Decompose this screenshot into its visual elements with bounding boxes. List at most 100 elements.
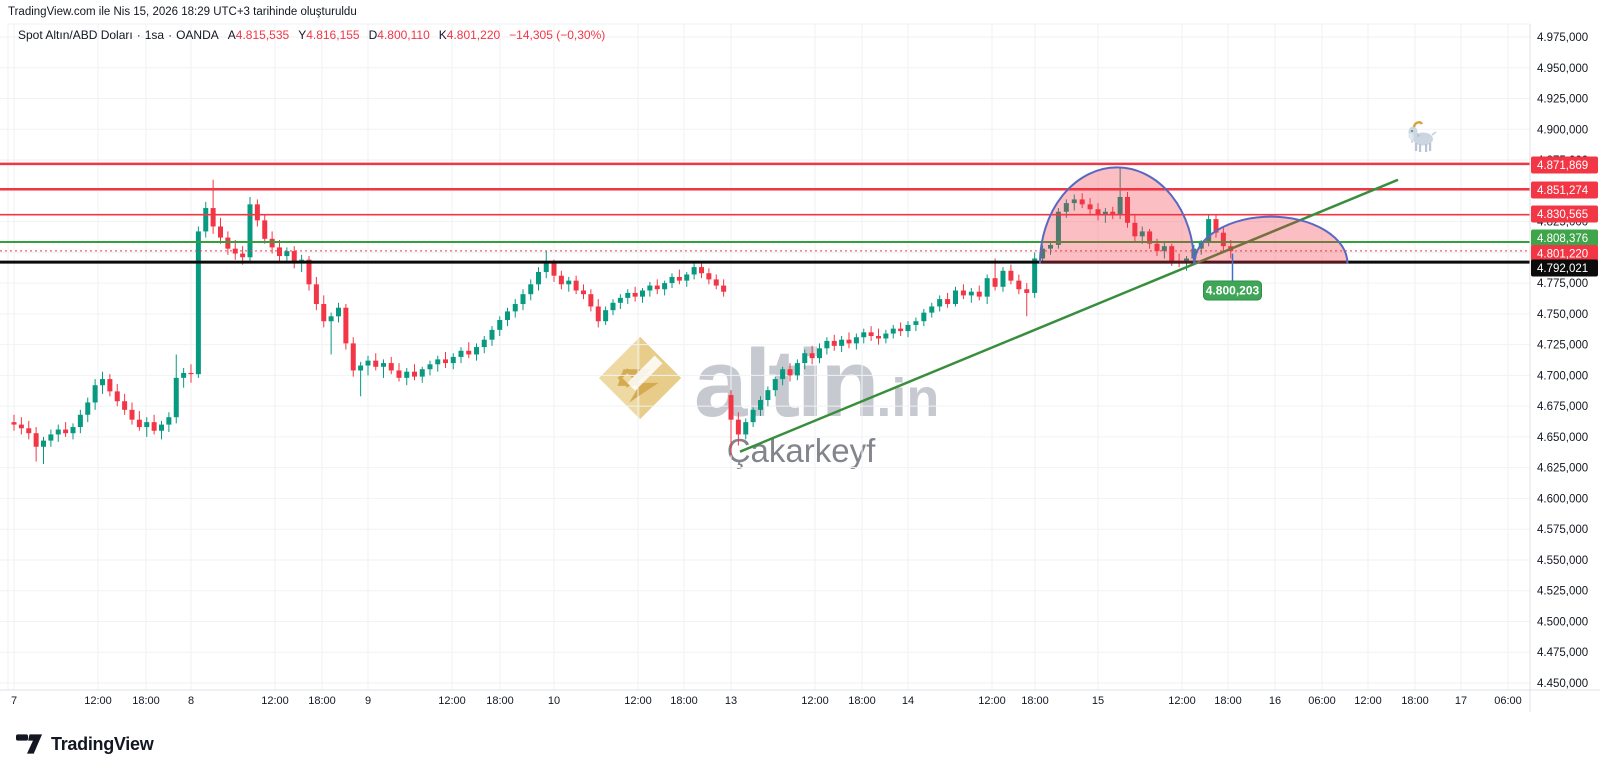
pattern-arcs[interactable] bbox=[1039, 166, 1349, 264]
candle-body bbox=[195, 231, 201, 375]
candle-body bbox=[489, 329, 495, 340]
candle-body bbox=[358, 365, 364, 371]
candle-body bbox=[458, 350, 464, 357]
candle-body bbox=[787, 369, 793, 376]
candle-body bbox=[466, 350, 472, 355]
candle-body bbox=[699, 267, 704, 274]
candle-body bbox=[328, 316, 334, 322]
arc-pattern[interactable] bbox=[1039, 166, 1195, 264]
candle-body bbox=[528, 284, 534, 295]
candle-body bbox=[603, 310, 609, 322]
candle-body bbox=[269, 238, 275, 248]
candle-body bbox=[291, 251, 297, 264]
candle-body bbox=[876, 336, 881, 339]
candle-body bbox=[640, 290, 645, 297]
price-axis[interactable] bbox=[1530, 0, 1600, 772]
candle-body bbox=[343, 307, 349, 344]
candle-body bbox=[543, 262, 549, 273]
candle-body bbox=[70, 427, 76, 434]
candle-body bbox=[861, 332, 867, 338]
candle-body bbox=[151, 422, 157, 431]
candle-body bbox=[254, 204, 260, 221]
candle-body bbox=[921, 312, 927, 322]
time-tick-label: 17 bbox=[1455, 695, 1467, 707]
price-callout[interactable]: 4.800,203 bbox=[1203, 253, 1262, 301]
candle-body bbox=[1213, 219, 1219, 233]
candle-body bbox=[262, 220, 268, 239]
price-label-box[interactable] bbox=[1531, 156, 1598, 174]
price-label-box[interactable] bbox=[1531, 229, 1598, 247]
price-label-box[interactable] bbox=[1531, 245, 1598, 262]
time-tick-label: 12:00 bbox=[978, 695, 1006, 707]
callout-box[interactable] bbox=[1203, 280, 1262, 301]
candles[interactable] bbox=[11, 167, 1234, 464]
trendline-layer[interactable] bbox=[739, 178, 1399, 453]
candle-body bbox=[728, 395, 734, 420]
candle-body bbox=[33, 433, 39, 447]
symbol-title[interactable]: Spot Altın/ABD Doları bbox=[18, 28, 133, 42]
candle-body bbox=[654, 285, 660, 290]
candle-body bbox=[240, 253, 246, 258]
level-lines[interactable] bbox=[0, 162, 1530, 264]
candle-body bbox=[846, 339, 852, 344]
price-tick-label: 4.475,000 bbox=[1537, 647, 1588, 659]
candle-body bbox=[937, 299, 943, 307]
candle-body bbox=[984, 278, 990, 297]
candle-body bbox=[210, 208, 216, 227]
candle-body bbox=[412, 371, 417, 377]
candle-body bbox=[853, 337, 859, 344]
candle-body bbox=[831, 340, 837, 346]
candle-body bbox=[617, 297, 623, 303]
attribution-text: TradingView.com ile Nis 15, 2026 18:29 U… bbox=[8, 6, 357, 18]
candle-body bbox=[960, 290, 966, 296]
candle-body bbox=[404, 371, 410, 378]
candle-body bbox=[1071, 199, 1077, 204]
candle-body bbox=[676, 276, 682, 281]
candle-body bbox=[968, 291, 974, 296]
symbol-legend[interactable]: Spot Altın/ABD Doları · 1sa · OANDA A4.815,53… bbox=[18, 28, 605, 42]
candle-body bbox=[743, 422, 749, 435]
price-label-box[interactable] bbox=[1531, 205, 1598, 223]
candle-body bbox=[824, 340, 830, 349]
candle-body bbox=[306, 259, 312, 285]
candle-body bbox=[520, 294, 526, 305]
interval-label[interactable]: 1sa bbox=[144, 28, 165, 42]
candle-body bbox=[350, 343, 356, 371]
price-label-box[interactable] bbox=[1531, 259, 1598, 277]
price-labels[interactable]: 4.871,869 4.851,274 4.830,565 4.808,376 4.80… bbox=[1531, 156, 1598, 277]
candle-body bbox=[181, 372, 187, 378]
candle-body bbox=[450, 356, 456, 364]
candle-body bbox=[1016, 280, 1022, 290]
tradingview-footer[interactable]: TradingView bbox=[16, 732, 154, 756]
altin-logo-icon bbox=[598, 336, 682, 420]
high-value: Y4.816,155 bbox=[298, 28, 360, 42]
price-tick-label: 4.925,000 bbox=[1537, 94, 1588, 106]
trendline[interactable] bbox=[739, 178, 1399, 453]
price-tick-label: 4.775,000 bbox=[1537, 278, 1588, 290]
candle-body bbox=[992, 278, 998, 287]
arc-pattern[interactable] bbox=[1193, 215, 1349, 264]
candle-body bbox=[114, 391, 120, 402]
candle-body bbox=[166, 417, 172, 425]
exchange-label[interactable]: OANDA bbox=[176, 28, 219, 42]
tradingview-logo-icon bbox=[16, 734, 43, 754]
price-tick-label: 4.525,000 bbox=[1537, 586, 1588, 598]
candle-body bbox=[883, 333, 889, 339]
candle-body bbox=[1132, 222, 1138, 237]
candle-body bbox=[1024, 289, 1030, 293]
candle-body bbox=[1110, 211, 1116, 215]
candle-body bbox=[474, 347, 479, 355]
candle-body bbox=[1125, 196, 1130, 223]
candle-body bbox=[706, 273, 712, 280]
candle-body bbox=[802, 353, 808, 364]
candle-body bbox=[669, 276, 675, 284]
candle-body bbox=[721, 285, 727, 292]
price-tick-label: 4.700,000 bbox=[1537, 370, 1588, 382]
price-label-box[interactable] bbox=[1531, 181, 1598, 199]
price-tick-label: 4.675,000 bbox=[1537, 401, 1588, 413]
time-tick-label: 06:00 bbox=[1308, 695, 1336, 707]
candle-body bbox=[381, 363, 386, 367]
candle-body bbox=[1000, 270, 1006, 287]
price-label-text: 4.830,565 bbox=[1537, 209, 1588, 221]
